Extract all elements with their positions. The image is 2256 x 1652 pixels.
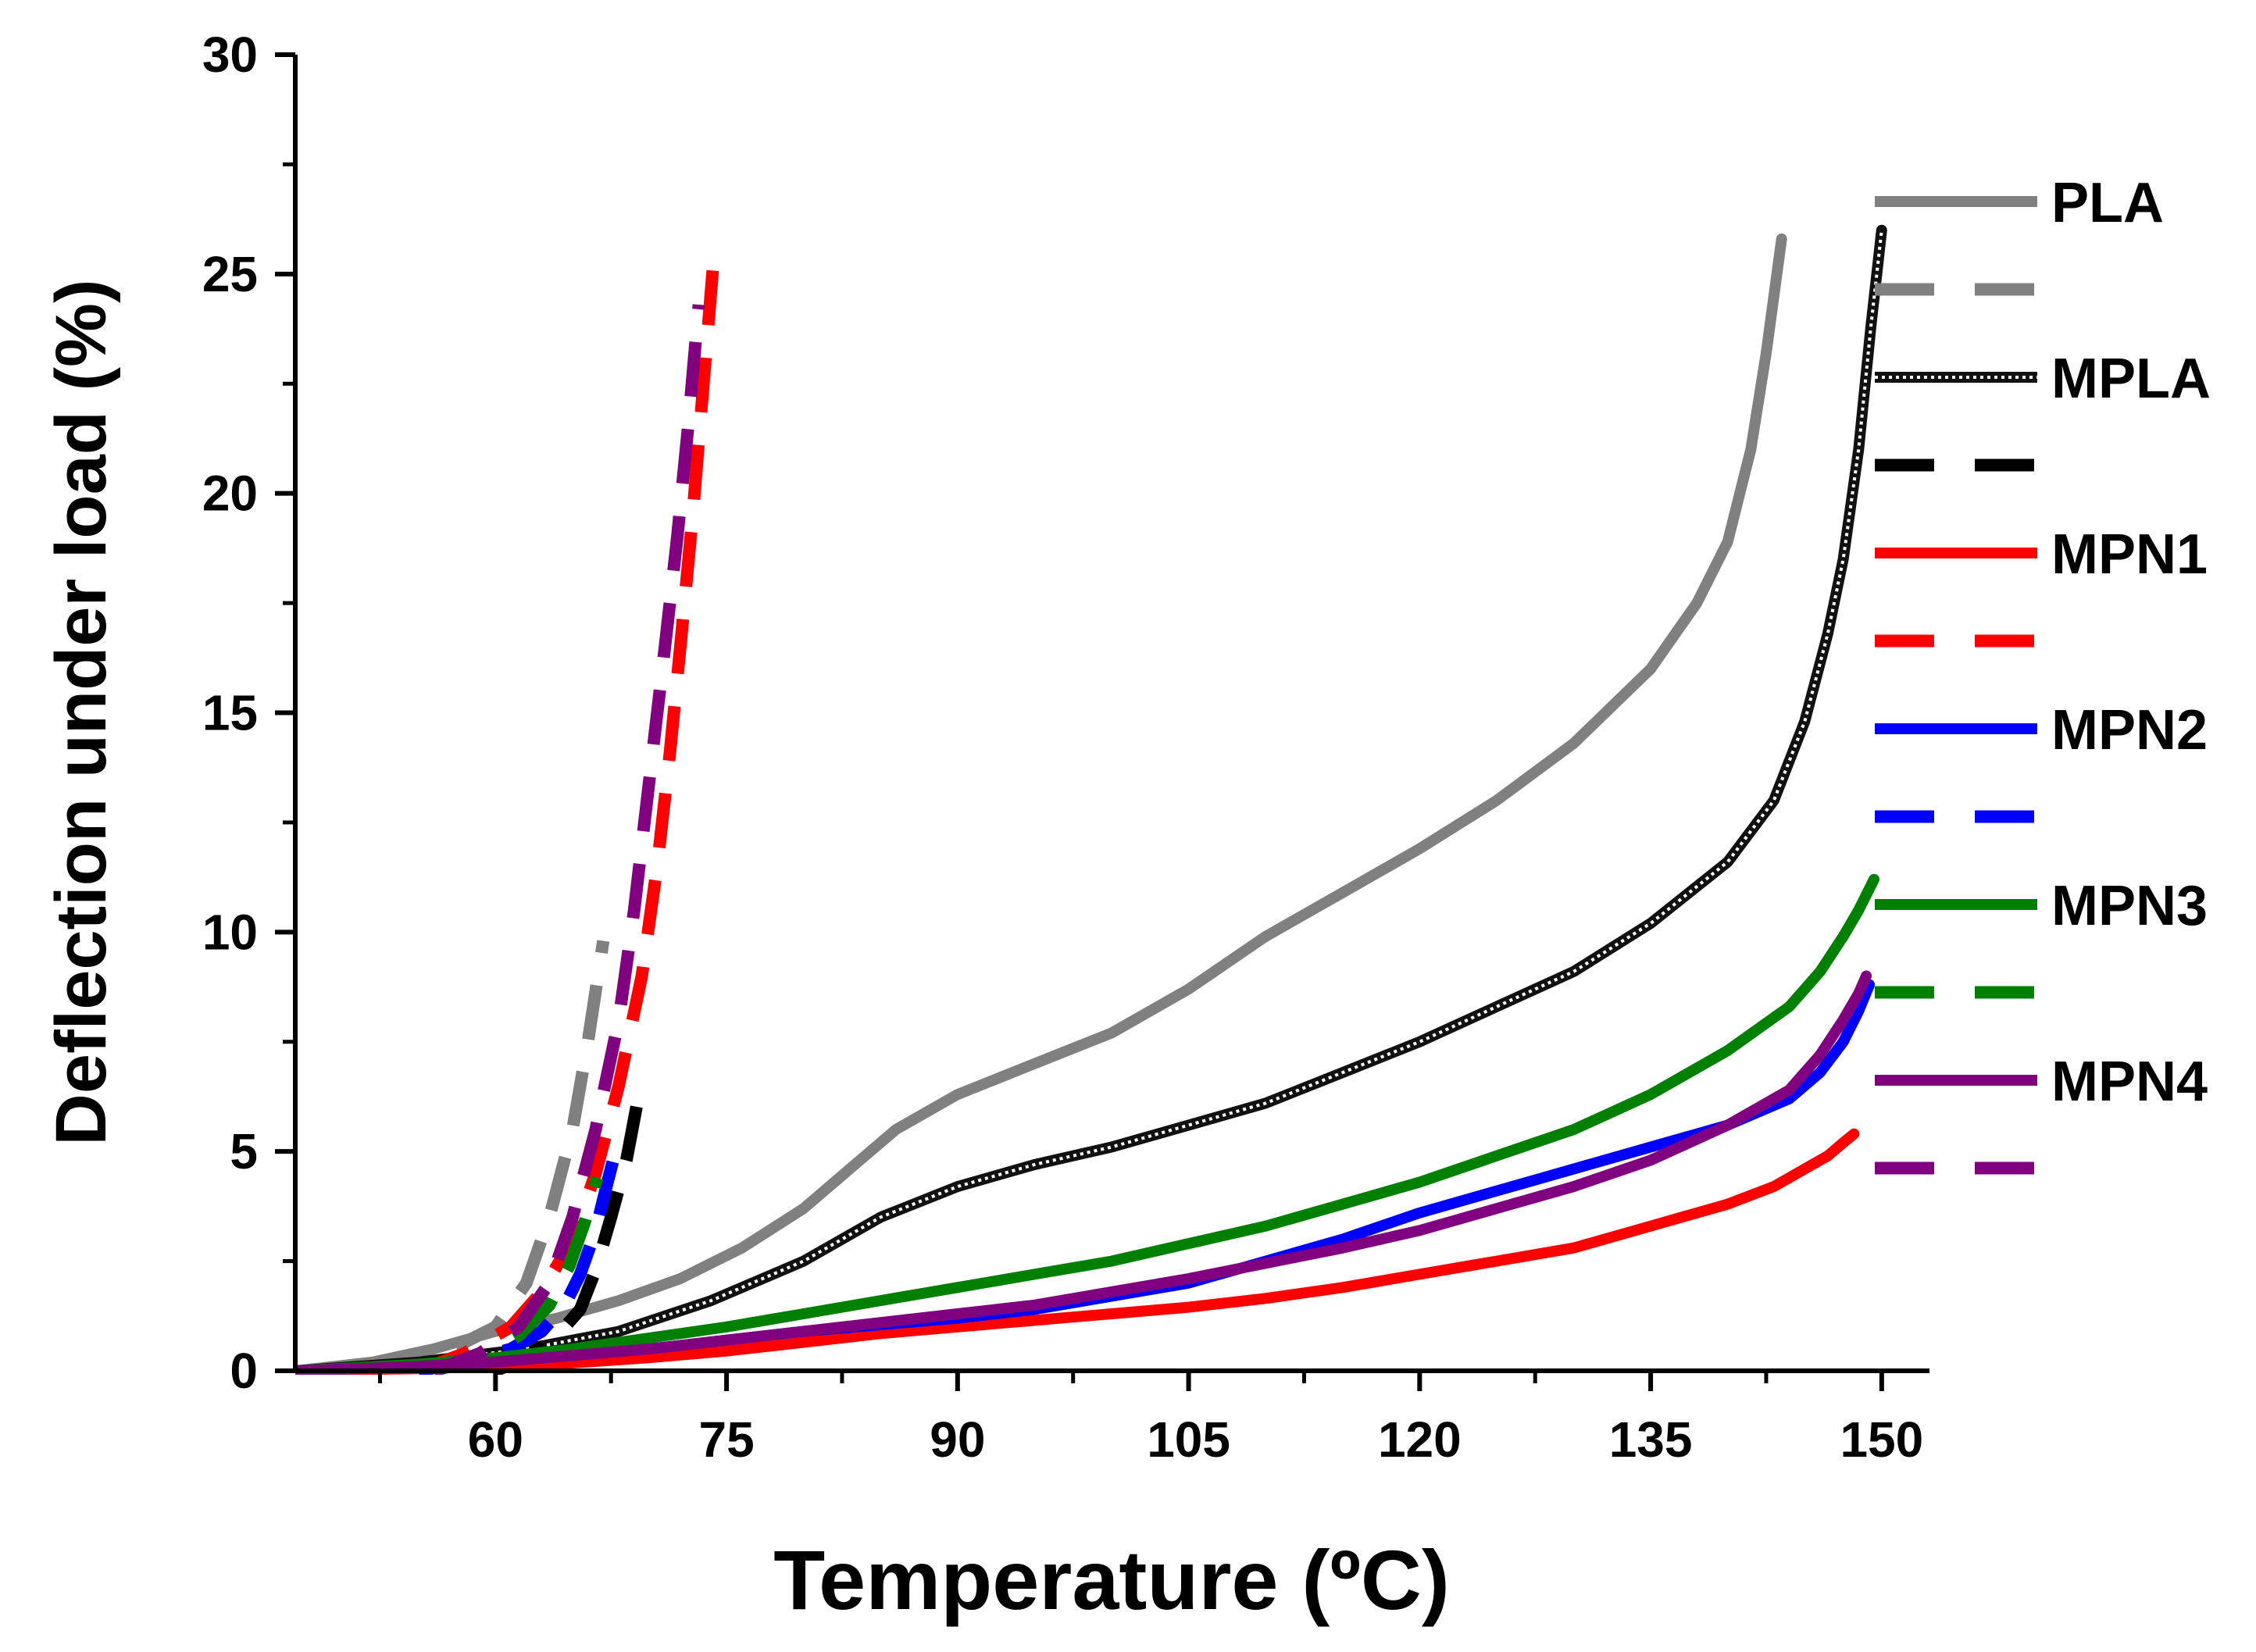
x-axis-title: Temperature (ºC) bbox=[773, 1532, 1450, 1627]
series-line-mpla bbox=[295, 224, 1887, 1375]
y-tick-label: 20 bbox=[202, 466, 258, 522]
legend: PLA MPLA MPN1 MPN2 MPN3 MPN4 bbox=[1875, 172, 2211, 1175]
series-line-mpla-dots bbox=[295, 230, 1883, 1372]
series-line-mpn4 bbox=[295, 970, 1872, 1375]
x-tick-label: 90 bbox=[930, 1411, 985, 1468]
y-tick-label: 25 bbox=[202, 246, 258, 302]
y-tick-label: 10 bbox=[202, 904, 258, 960]
legend-label-mpn2: MPN2 bbox=[2051, 699, 2208, 762]
legend-label-mpn3: MPN3 bbox=[2051, 875, 2208, 937]
series-line-mpn4-dashed bbox=[431, 304, 705, 1375]
x-tick-label: 60 bbox=[468, 1411, 523, 1468]
series-line-mpn3 bbox=[295, 873, 1879, 1375]
y-tick-label: 15 bbox=[202, 685, 258, 741]
y-tick-label: 0 bbox=[230, 1343, 258, 1399]
x-tick-label: 105 bbox=[1147, 1411, 1230, 1468]
x-tick-label: 135 bbox=[1609, 1411, 1693, 1468]
series-line-mpn1 bbox=[295, 1128, 1860, 1375]
series-layer bbox=[295, 224, 1887, 1375]
x-tick-label: 150 bbox=[1840, 1411, 1923, 1468]
x-tick-label: 120 bbox=[1378, 1411, 1462, 1468]
series-line-pla bbox=[295, 233, 1787, 1375]
legend-label-mpn4: MPN4 bbox=[2051, 1051, 2208, 1113]
ticks: 60 75 90 105 120 135 150 0 5 10 15 20 25 30 bbox=[202, 27, 1923, 1468]
series-line-mpn2-dashed bbox=[417, 1136, 625, 1375]
series-line-pla-dashed bbox=[370, 940, 610, 1375]
y-axis-title: Deflection under load (%) bbox=[41, 279, 121, 1145]
axes bbox=[293, 55, 1929, 1373]
y-tick-label: 30 bbox=[202, 27, 258, 83]
y-tick-label: 5 bbox=[230, 1123, 258, 1179]
series-line-mpn1-dashed bbox=[416, 252, 721, 1375]
x-tick-label: 75 bbox=[698, 1411, 754, 1468]
legend-label-mpla: MPLA bbox=[2051, 348, 2211, 410]
legend-label-pla: PLA bbox=[2051, 172, 2164, 234]
legend-label-mpn1: MPN1 bbox=[2051, 523, 2208, 586]
